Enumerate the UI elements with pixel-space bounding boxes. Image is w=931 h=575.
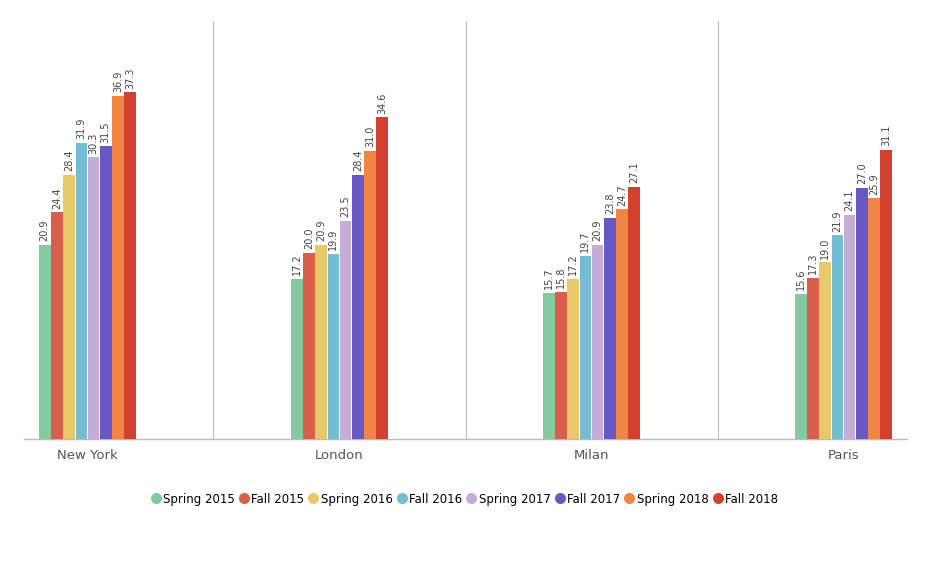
Bar <box>291 279 303 439</box>
Bar <box>580 256 591 439</box>
Text: 31.5: 31.5 <box>101 121 111 143</box>
Bar <box>100 146 112 439</box>
Text: 19.7: 19.7 <box>580 231 590 252</box>
Text: 36.9: 36.9 <box>113 71 123 93</box>
Text: 23.5: 23.5 <box>341 196 351 217</box>
Text: 28.4: 28.4 <box>64 150 74 171</box>
Bar <box>51 212 62 439</box>
Bar <box>616 209 627 439</box>
Text: 23.8: 23.8 <box>605 193 614 214</box>
Text: 20.9: 20.9 <box>593 220 602 241</box>
Text: 28.4: 28.4 <box>353 150 363 171</box>
Bar <box>843 215 856 439</box>
Text: 17.3: 17.3 <box>808 253 818 274</box>
Bar <box>857 188 868 439</box>
Bar <box>75 143 88 439</box>
Bar <box>567 279 579 439</box>
Bar <box>125 93 136 439</box>
Bar <box>592 245 603 439</box>
Bar <box>628 187 640 439</box>
Bar <box>807 278 819 439</box>
Text: 20.9: 20.9 <box>40 220 49 241</box>
Legend: Spring 2015, Fall 2015, Spring 2016, Fall 2016, Spring 2017, Fall 2017, Spring 2: Spring 2015, Fall 2015, Spring 2016, Fal… <box>147 487 784 512</box>
Bar <box>555 292 567 439</box>
Text: 20.9: 20.9 <box>317 220 326 241</box>
Text: 31.0: 31.0 <box>365 126 375 147</box>
Bar <box>112 96 124 439</box>
Text: 31.9: 31.9 <box>76 117 87 139</box>
Text: 37.3: 37.3 <box>125 67 135 89</box>
Bar <box>63 175 74 439</box>
Text: 34.6: 34.6 <box>377 93 387 114</box>
Bar <box>881 150 892 439</box>
Bar <box>543 293 555 439</box>
Bar <box>869 198 880 439</box>
Bar <box>831 235 843 439</box>
Text: 20.0: 20.0 <box>304 228 314 250</box>
Text: 24.4: 24.4 <box>52 187 62 209</box>
Text: 31.1: 31.1 <box>882 125 891 146</box>
Bar <box>304 253 315 439</box>
Bar <box>316 245 327 439</box>
Text: 21.9: 21.9 <box>832 210 843 232</box>
Text: 27.1: 27.1 <box>629 162 640 183</box>
Text: 24.7: 24.7 <box>617 184 627 206</box>
Text: 24.1: 24.1 <box>844 190 855 211</box>
Text: 25.9: 25.9 <box>869 173 879 194</box>
Bar <box>819 262 831 439</box>
Bar <box>352 175 364 439</box>
Text: 27.0: 27.0 <box>857 163 867 185</box>
Text: 15.6: 15.6 <box>796 269 806 290</box>
Bar <box>364 151 376 439</box>
Text: 15.8: 15.8 <box>556 267 566 289</box>
Text: 17.2: 17.2 <box>568 254 578 275</box>
Text: 19.9: 19.9 <box>329 229 338 250</box>
Bar <box>340 221 351 439</box>
Bar <box>795 294 806 439</box>
Bar <box>376 117 388 439</box>
Text: 30.3: 30.3 <box>88 132 99 154</box>
Bar <box>39 245 50 439</box>
Text: 15.7: 15.7 <box>544 268 554 289</box>
Bar <box>328 254 339 439</box>
Bar <box>88 158 100 439</box>
Text: 19.0: 19.0 <box>820 237 830 259</box>
Text: 17.2: 17.2 <box>291 254 302 275</box>
Bar <box>604 218 615 439</box>
